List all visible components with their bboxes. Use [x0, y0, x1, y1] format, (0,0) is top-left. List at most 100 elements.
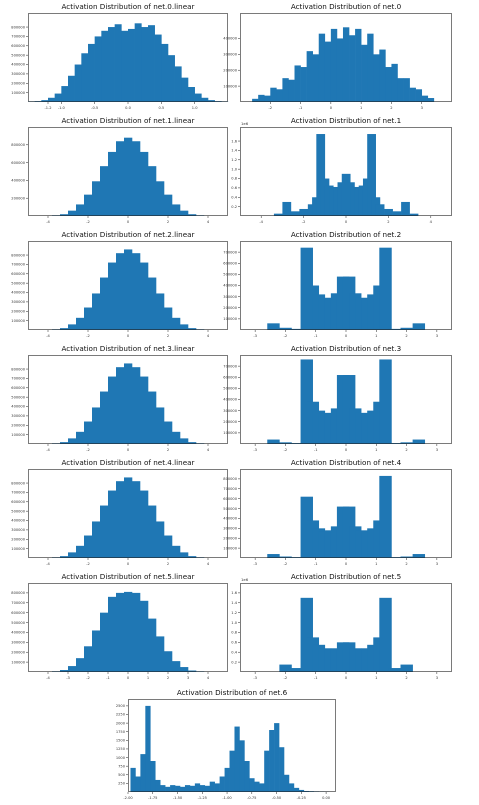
chart-panel-p1: Activation Distribution of net.0 -2 -1 0 1 2 3… [223, 2, 452, 110]
x-tick-label: -4 [46, 676, 50, 680]
plot-area: -4 -2 0 2 4 200000 400000 600000 800000 [11, 127, 228, 224]
histogram-bar [148, 25, 155, 102]
histogram-bar [130, 767, 136, 792]
y-tick-label: 600000 [11, 44, 25, 48]
histogram-bar [375, 204, 385, 216]
histogram-bar [116, 141, 125, 216]
x-tick-label: 1 [360, 106, 362, 110]
y-tick-label: 800000 [11, 367, 25, 371]
x-tick-label: 2 [405, 676, 407, 680]
histogram-bar [180, 438, 189, 444]
histogram-bar [148, 391, 157, 444]
x-tick-label: -1.0 [58, 106, 66, 110]
histogram-bar [172, 317, 181, 330]
histogram-bar [164, 421, 173, 444]
histogram-bar [100, 505, 109, 558]
histogram-bar [124, 591, 133, 672]
histogram-bar [249, 778, 255, 792]
histogram-bar [379, 475, 392, 558]
histogram-bar [41, 100, 49, 102]
y-tick-label: 1750 [116, 730, 126, 734]
y-tick-label: 1.6 [231, 139, 237, 143]
axes-frame [240, 127, 452, 216]
histogram-bar [199, 785, 206, 792]
axes-frame [28, 241, 228, 330]
histogram-bar [403, 78, 410, 102]
histogram-bar [415, 89, 423, 102]
x-tick-label: -1.25 [198, 796, 207, 800]
histogram-bar [306, 51, 313, 102]
histogram-bar [409, 87, 416, 102]
x-tick-label: -0.50 [272, 796, 282, 800]
x-tick-label: 3 [187, 676, 189, 680]
y-tick-label: 600000 [223, 261, 237, 265]
histogram-bar [148, 618, 157, 672]
x-tick-label: -1 [314, 676, 318, 680]
histogram-bar [108, 27, 115, 102]
chart-title: Activation Distribution of net.4 [290, 458, 402, 467]
x-tick-label: 2 [405, 448, 407, 452]
y-tick-label: 200000 [11, 196, 25, 200]
x-tick-label: 4 [430, 220, 433, 224]
histogram-bar [108, 490, 117, 558]
histogram-bar [397, 78, 404, 102]
histogram-bar [92, 181, 101, 216]
y-tick-label: 500000 [223, 507, 237, 511]
y-tick-label: 300000 [11, 641, 25, 645]
histogram-bar [379, 247, 392, 330]
y-tick-label: 200000 [223, 420, 237, 424]
y-tick-label: 200000 [11, 309, 25, 313]
histogram-bar [412, 323, 426, 330]
x-tick-label: -1 [299, 106, 303, 110]
x-tick-label: -3 [253, 448, 257, 452]
histogram-bar [164, 307, 173, 330]
y-tick-label: 1.2 [231, 158, 237, 162]
x-tick-label: -1.00 [222, 796, 232, 800]
x-tick-label: 2 [167, 448, 169, 452]
chart-panel-p9: Activation Distribution of net.4 -3 -2 -1 0 1… [223, 458, 452, 566]
y-tick-label: 2500 [116, 704, 126, 708]
x-tick-label: 0 [345, 334, 348, 338]
histogram-bar [76, 204, 85, 216]
histogram-bar [391, 63, 398, 102]
histogram-bars [273, 134, 419, 216]
y-tick-label: 100000 [223, 546, 237, 550]
histogram-bar [164, 651, 173, 672]
x-tick-label: 1 [375, 676, 377, 680]
x-tick-label: -2 [284, 334, 288, 338]
histogram-bar [108, 151, 117, 216]
histogram-bar [68, 666, 77, 672]
y-tick-label: 700000 [11, 263, 25, 267]
x-tick-label: -2 [86, 220, 90, 224]
histogram-bar [299, 208, 309, 216]
chart-title: Activation Distribution of net.1.linear [61, 116, 195, 125]
histogram-bar [267, 439, 280, 444]
histogram-bar [300, 67, 307, 102]
histogram-bar [100, 391, 109, 444]
y-tick-label: 800000 [11, 253, 25, 257]
histogram-bar [254, 781, 260, 792]
histogram-bar [60, 556, 69, 558]
histogram-bars [52, 591, 205, 672]
y-tick-label: 400000 [11, 405, 25, 409]
histogram-bar [154, 34, 162, 102]
histogram-bar [140, 376, 149, 444]
chart-title: Activation Distribution of net.2 [290, 230, 402, 239]
histogram-bar [264, 95, 271, 102]
x-tick-label: -1.2 [44, 106, 51, 110]
x-tick-label: -2 [284, 448, 288, 452]
x-tick-label: 1 [375, 448, 377, 452]
plot-area: -4 -2 0 2 4 100000 200000 300000 400000 500000 600… [11, 469, 228, 566]
histogram-bars [130, 705, 329, 792]
y-tick-label: 600000 [11, 611, 25, 615]
chart-title: Activation Distribution of net.3.linear [61, 344, 195, 353]
y-tick-label: 1.4 [231, 149, 237, 153]
histogram-bar [208, 100, 215, 102]
plot-area: -2 -1 0 1 2 3 100000 200000 300000 400000 [223, 13, 452, 110]
chart-title: Activation Distribution of net.0 [290, 2, 402, 11]
histogram-bar [160, 785, 166, 792]
histogram-bar [181, 77, 189, 102]
y-tick-label: 1.0 [231, 167, 237, 171]
histogram-bar [400, 664, 413, 672]
histogram-bar [156, 181, 165, 216]
